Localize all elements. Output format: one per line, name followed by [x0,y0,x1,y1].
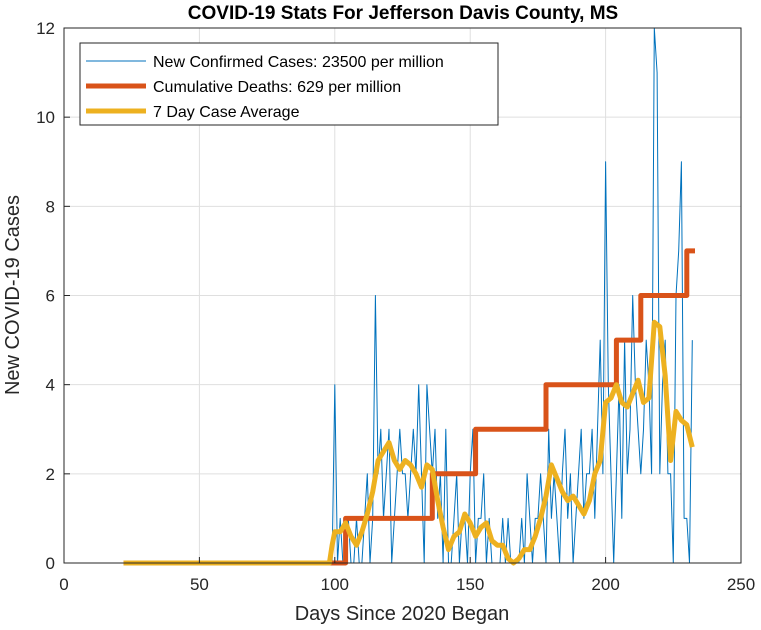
legend: New Confirmed Cases: 23500 per million Cu… [79,42,499,126]
y-tick-label: 12 [36,19,55,38]
legend-label: 7 Day Case Average [153,104,300,121]
x-axis-ticks: 0 50 100 150 200 250 [59,557,755,594]
x-tick-label: 50 [190,575,209,594]
x-tick-label: 200 [591,575,619,594]
x-tick-label: 0 [59,575,68,594]
legend-label: New Confirmed Cases: 23500 per million [153,54,444,71]
y-axis-ticks: 0 2 4 6 8 10 12 [36,19,70,573]
legend-box [79,42,499,126]
chart-title: COVID-19 Stats For Jefferson Davis Count… [188,3,618,24]
legend-item-new-cases: New Confirmed Cases: 23500 per million [86,54,444,71]
y-tick-label: 10 [36,108,55,127]
seven-day-average-line [123,319,695,566]
legend-label: Cumulative Deaths: 629 per million [153,79,401,96]
y-tick-label: 6 [46,287,55,306]
x-axis-label: Days Since 2020 Began [295,603,510,625]
y-axis-label: New COVID-19 Cases [2,195,24,395]
y-tick-label: 4 [46,376,55,395]
legend-item-cumulative-deaths: Cumulative Deaths: 629 per million [86,79,401,96]
cumulative-deaths-line [123,248,695,566]
x-tick-label: 100 [321,575,349,594]
legend-item-seven-day-average: 7 Day Case Average [86,104,300,121]
y-tick-label: 8 [46,197,55,216]
y-tick-label: 2 [46,465,55,484]
x-tick-label: 150 [456,575,484,594]
x-tick-label: 250 [727,575,755,594]
y-tick-label: 0 [46,554,55,573]
